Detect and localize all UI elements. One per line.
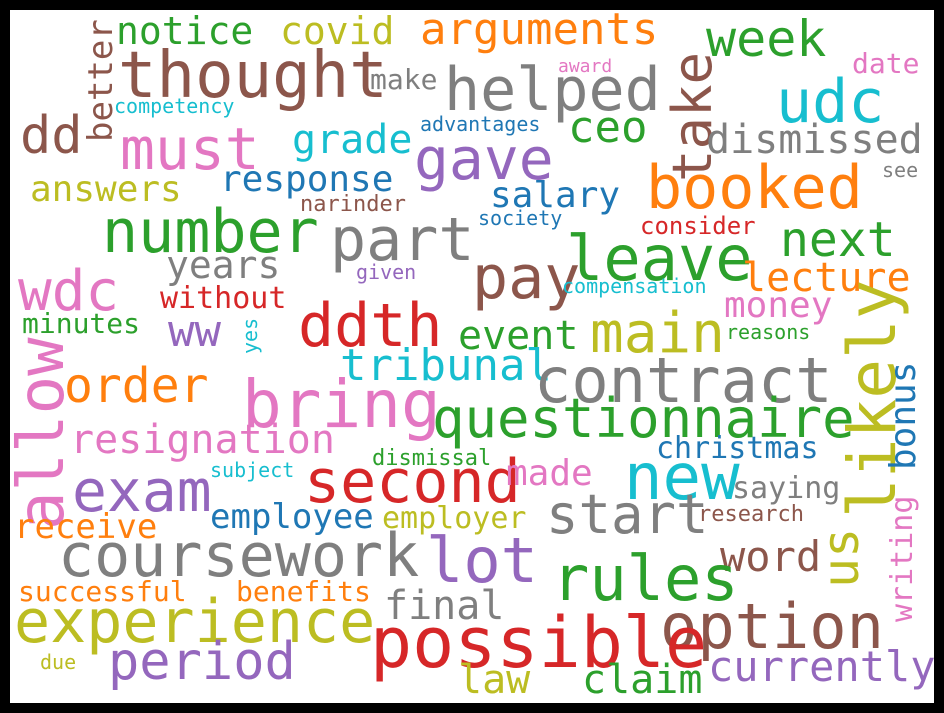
word-consider: consider <box>640 212 756 240</box>
word-see: see <box>882 158 919 182</box>
word-helped: helped <box>444 55 661 125</box>
word-must: must <box>120 115 260 183</box>
word-christmas: christmas <box>656 431 819 466</box>
word-salary: salary <box>490 175 621 216</box>
word-period: period <box>108 632 296 692</box>
word-make: make <box>370 63 438 96</box>
word-cloud: notice covid arguments week date thought… <box>10 10 934 703</box>
word-option: option <box>660 590 884 663</box>
word-part: part <box>330 205 475 275</box>
word-ceo: ceo <box>568 102 648 153</box>
word-dd: dd <box>20 106 83 166</box>
word-made: made <box>506 453 593 494</box>
word-ww: ww <box>168 306 221 357</box>
word-thought: thought <box>118 39 388 113</box>
word-bonus: bonus <box>883 361 924 470</box>
word-narinder: narinder <box>300 192 406 217</box>
word-successful: successful <box>18 575 187 608</box>
word-dismissal: dismissal <box>372 446 492 471</box>
word-employer: employer <box>382 501 527 536</box>
word-better: better <box>81 19 121 142</box>
word-covid: covid <box>280 10 395 53</box>
word-main: main <box>590 301 725 366</box>
word-writing: writing <box>885 495 920 622</box>
word-new: new <box>624 441 740 515</box>
word-without: without <box>160 281 287 316</box>
word-exam: exam <box>72 457 212 525</box>
word-claim: claim <box>582 657 703 703</box>
word-questionnaire: questionnaire <box>432 387 855 450</box>
word-wdc: wdc <box>18 259 120 324</box>
word-experience: experience <box>14 587 376 657</box>
word-dismissed: dismissed <box>706 117 923 163</box>
word-lecture: lecture <box>742 255 911 301</box>
word-minutes: minutes <box>22 307 141 340</box>
word-start: start <box>546 483 709 546</box>
word-contract: contract <box>534 344 833 417</box>
word-next: next <box>780 212 896 268</box>
word-saying: saying <box>732 471 841 506</box>
word-second: second <box>304 447 521 517</box>
word-due: due <box>40 650 77 674</box>
word-response: response <box>220 159 394 200</box>
word-week: week <box>706 10 827 68</box>
word-possible: possible <box>370 602 708 684</box>
word-rules: rules <box>552 542 739 615</box>
word-society: society <box>478 206 563 230</box>
word-award: award <box>558 56 613 77</box>
word-law: law <box>458 657 531 703</box>
word-currently: currently <box>708 642 934 691</box>
word-compensation: compensation <box>562 274 707 298</box>
word-years: years <box>166 243 281 287</box>
word-gave: gave <box>414 125 554 193</box>
word-given: given <box>356 260 417 284</box>
word-employee: employee <box>210 497 374 537</box>
word-final: final <box>384 583 505 629</box>
word-ddth: ddth <box>298 291 443 361</box>
word-competency: competency <box>114 94 235 118</box>
word-word: word <box>720 532 822 581</box>
word-advantages: advantages <box>420 112 541 136</box>
word-notice: notice <box>116 10 254 53</box>
word-resignation: resignation <box>70 417 335 463</box>
word-yes: yes <box>238 317 262 354</box>
word-research: research <box>698 502 804 527</box>
word-bring: bring <box>242 366 441 443</box>
word-us: us <box>812 527 870 588</box>
word-date: date <box>852 47 920 80</box>
word-benefits: benefits <box>236 575 371 608</box>
word-subject: subject <box>210 458 295 482</box>
word-pay: pay <box>472 243 581 313</box>
word-leave: leave <box>566 222 753 295</box>
word-tribunal: tribunal <box>340 340 552 391</box>
word-number: number <box>102 197 319 267</box>
word-udc: udc <box>776 67 885 137</box>
word-arguments: arguments <box>420 10 659 55</box>
word-reasons: reasons <box>726 320 811 344</box>
word-booked: booked <box>646 153 863 223</box>
word-grade: grade <box>292 117 413 163</box>
word-coursework: coursework <box>58 521 420 591</box>
word-answers: answers <box>30 169 182 210</box>
word-money: money <box>724 285 833 326</box>
word-order: order <box>64 358 209 414</box>
word-receive: receive <box>14 507 158 547</box>
word-lot: lot <box>426 524 538 597</box>
word-event: event <box>458 313 579 359</box>
